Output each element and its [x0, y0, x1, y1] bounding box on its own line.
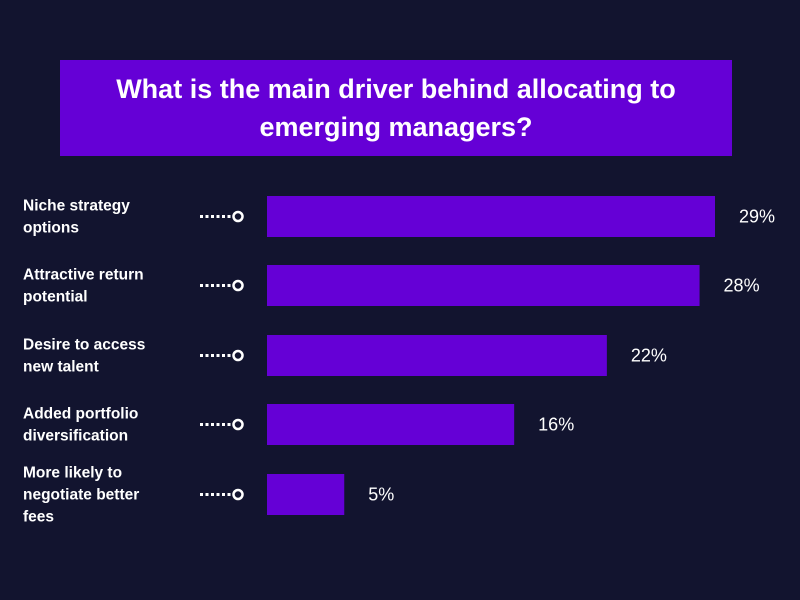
category-label-line: options [23, 220, 79, 237]
connector-circle-icon [232, 210, 244, 223]
category-label: More likely to negotiate better fees [23, 465, 139, 526]
value-label: 28% [724, 276, 760, 296]
bar [267, 404, 515, 445]
category-label: Niche strategy options [23, 198, 130, 237]
chart-title: What is the main driver behind allocatin… [116, 74, 676, 142]
connector-circle-icon [232, 488, 244, 501]
category-label-line: potential [23, 289, 88, 306]
value-label: 5% [368, 485, 394, 505]
category-label-line: diversification [23, 428, 128, 445]
category-label-line: Attractive return [23, 267, 144, 284]
value-label: 16% [538, 415, 574, 435]
chart-title-box: What is the main driver behind allocatin… [60, 60, 732, 156]
bar [267, 474, 345, 515]
bar [267, 196, 715, 237]
category-label: Added portfolio diversification [23, 406, 138, 445]
category-label-line: new talent [23, 359, 99, 376]
category-label: Desire to access new talent [23, 337, 145, 376]
category-label-line: fees [23, 509, 54, 526]
category-label-line: Desire to access [23, 337, 145, 354]
value-label: 22% [631, 346, 667, 366]
connector-circle-icon [232, 418, 244, 431]
connector-circle-icon [232, 349, 244, 362]
category-label-line: Added portfolio [23, 406, 138, 423]
category-label-line: negotiate better [23, 487, 139, 504]
bar [267, 265, 700, 306]
value-label: 29% [739, 207, 775, 227]
category-label: Attractive return potential [23, 267, 144, 306]
category-label-line: More likely to [23, 465, 122, 482]
bar [267, 335, 607, 376]
category-label-line: Niche strategy [23, 198, 130, 215]
connector-circle-icon [232, 279, 244, 292]
